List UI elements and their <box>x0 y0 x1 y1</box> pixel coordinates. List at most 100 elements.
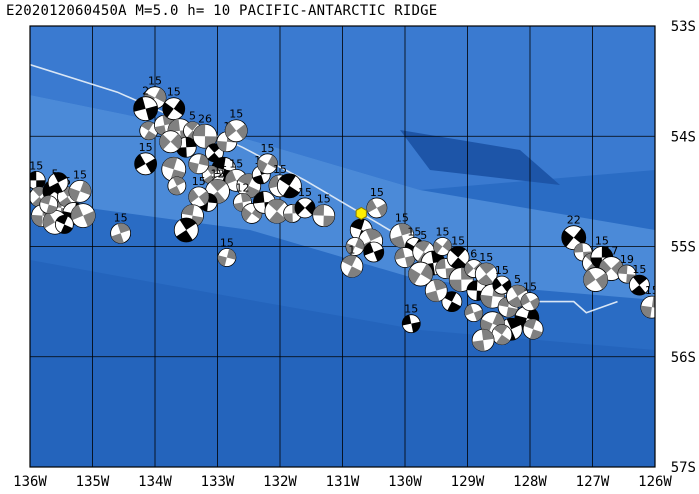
beachball-quadrant <box>240 193 252 203</box>
beachball-quadrant <box>198 154 209 167</box>
beachball-quadrant <box>530 297 539 310</box>
focal-mechanism <box>491 324 513 346</box>
beachball-quadrant <box>145 158 157 174</box>
depth-label: 15 <box>395 211 409 224</box>
depth-label: 15 <box>229 108 243 121</box>
beachball-quadrant <box>60 224 73 234</box>
depth-label: 19 <box>620 253 634 266</box>
latitude-tick-label: 55S <box>671 240 696 256</box>
beachball-quadrant <box>155 88 166 103</box>
depth-label: 15 <box>404 303 418 316</box>
longitude-tick-label: 132W <box>263 474 297 490</box>
beachball-quadrant <box>162 157 178 170</box>
beachball-quadrant <box>472 340 485 352</box>
beachball-quadrant <box>225 170 237 185</box>
beachball-quadrant <box>561 230 574 247</box>
beachball-quadrant <box>46 204 58 214</box>
beachball-quadrant <box>350 218 365 230</box>
latitude-tick-label: 57S <box>671 460 696 476</box>
focal-mechanism: 19 <box>617 253 637 284</box>
beachball-quadrant <box>305 200 316 215</box>
beachball-quadrant <box>449 279 462 292</box>
beachball-quadrant <box>111 233 124 244</box>
longitude-tick-label: 135W <box>76 474 110 490</box>
beachball-quadrant <box>69 187 80 202</box>
depth-label: 22 <box>567 214 581 227</box>
beachball-quadrant <box>442 239 452 252</box>
focal-mechanism: 15 <box>312 193 336 228</box>
focal-mechanism: 15 <box>68 168 92 203</box>
beachball-quadrant <box>640 305 652 318</box>
beachball-quadrant <box>464 304 474 316</box>
focal-mechanism: 1 <box>340 243 364 278</box>
beachball-quadrant <box>209 179 227 192</box>
focal-mechanism <box>363 241 385 263</box>
depth-label: 5 <box>420 229 427 242</box>
beachball-quadrant <box>346 243 355 255</box>
depth-label: 15 <box>229 157 243 170</box>
focal-mechanism <box>441 291 463 313</box>
beachball-quadrant <box>217 255 227 267</box>
focal-mechanism: 15 <box>224 108 248 143</box>
beachball-quadrant <box>414 241 430 253</box>
focal-mechanism: 15 <box>162 86 186 121</box>
beachball-quadrant <box>159 134 171 150</box>
beachball-quadrant <box>283 213 293 223</box>
beachball-quadrant <box>233 202 245 212</box>
longitude-tick-label: 128W <box>513 474 547 490</box>
focal-mechanism: 15 <box>520 281 540 312</box>
beachball-quadrant <box>583 269 596 287</box>
beachball-quadrant <box>154 125 167 136</box>
beachball-quadrant <box>312 204 325 216</box>
beachball-quadrant <box>573 228 586 246</box>
focal-mechanism: 15 <box>257 142 278 175</box>
beachball-quadrant <box>408 267 421 285</box>
beachball-quadrant <box>267 155 278 169</box>
focal-mechanism: 15 <box>188 175 210 208</box>
focal-mechanism <box>583 267 609 292</box>
beachball-quadrant <box>342 255 357 267</box>
beachball-quadrant <box>376 203 387 217</box>
beachball-quadrant <box>267 199 285 212</box>
beachball-quadrant <box>172 176 185 186</box>
depth-label: 15 <box>298 186 312 199</box>
beachball-quadrant <box>521 293 530 306</box>
beachball-quadrant <box>117 223 131 234</box>
beachball-quadrant <box>590 257 602 269</box>
beachball-quadrant <box>83 210 96 227</box>
beachball-quadrant <box>365 228 382 241</box>
beachball-quadrant <box>366 199 377 213</box>
focal-mechanism <box>70 203 96 229</box>
depth-label: 15 <box>261 142 275 155</box>
beachball-quadrant <box>134 154 146 170</box>
longitude-tick-label: 133W <box>201 474 235 490</box>
beachball-quadrant <box>42 182 55 199</box>
beachball-quadrant <box>466 280 478 291</box>
beachball-quadrant <box>225 122 237 138</box>
depth-label: 15 <box>632 263 646 276</box>
beachball-quadrant <box>294 200 305 215</box>
beachball-quadrant <box>170 133 182 150</box>
beachball-quadrant <box>208 193 218 204</box>
map-title: E202012060450A M=5.0 h= 10 PACIFIC-ANTAR… <box>6 3 438 19</box>
focal-mechanism: 15 <box>366 186 388 219</box>
beachball-quadrant <box>185 121 199 131</box>
focal-mechanism <box>522 318 544 340</box>
depth-label: 6 <box>470 248 477 261</box>
beachball-quadrant <box>433 241 443 254</box>
longitude-tick-label: 129W <box>451 474 485 490</box>
beachball-quadrant <box>185 137 197 148</box>
depth-label: 2 <box>142 85 149 98</box>
beachball-quadrant <box>420 263 433 281</box>
depth-label: 15 <box>273 163 287 176</box>
beachball-quadrant <box>145 105 158 121</box>
beachball-quadrant <box>411 321 421 333</box>
beachball-quadrant <box>269 211 286 224</box>
beachball-quadrant <box>216 140 227 152</box>
focal-mechanism <box>471 328 495 352</box>
beachball-quadrant <box>198 190 209 205</box>
beachball-quadrant <box>176 147 187 158</box>
beachball-quadrant <box>179 217 197 230</box>
beachball-quadrant <box>30 171 37 181</box>
